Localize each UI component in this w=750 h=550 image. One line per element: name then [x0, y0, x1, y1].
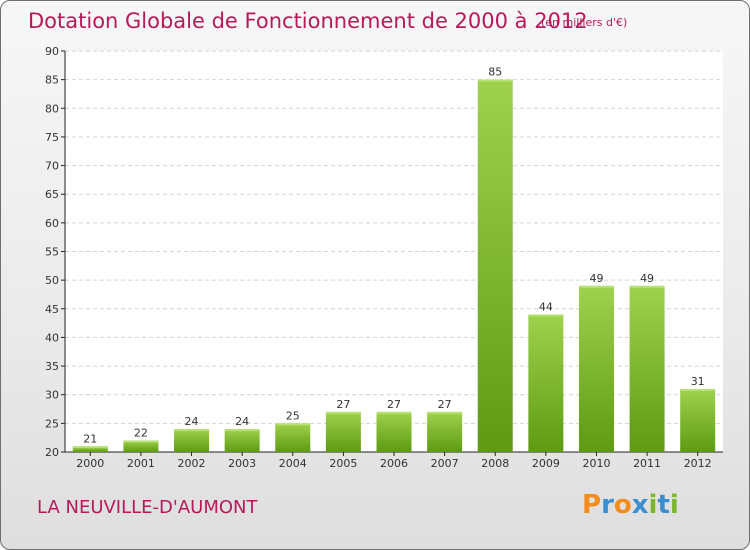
commune-name: LA NEUVILLE-D'AUMONT	[37, 497, 258, 518]
bar-highlight	[325, 411, 361, 414]
x-tick-label: 2006	[380, 457, 408, 470]
data-label: 27	[387, 398, 401, 411]
bar	[578, 285, 614, 452]
data-label: 27	[336, 398, 350, 411]
data-label: 44	[539, 301, 553, 314]
bar	[72, 446, 108, 452]
y-tick-label: 45	[45, 303, 59, 316]
bar	[629, 285, 665, 452]
bar-highlight	[629, 285, 665, 288]
data-label: 21	[83, 432, 97, 445]
x-tick-label: 2010	[582, 457, 610, 470]
data-label: 27	[438, 398, 452, 411]
y-tick-label: 85	[45, 74, 59, 87]
data-label: 24	[235, 415, 249, 428]
bar	[680, 388, 716, 452]
y-tick-label: 75	[45, 131, 59, 144]
x-tick-label: 2008	[481, 457, 509, 470]
y-tick-label: 35	[45, 360, 59, 373]
y-tick-label: 80	[45, 102, 59, 115]
bar	[376, 411, 412, 452]
bar-highlight	[275, 423, 311, 426]
bar	[528, 314, 564, 452]
bar	[174, 429, 210, 452]
y-tick-label: 55	[45, 246, 59, 259]
logo-letter: P	[582, 490, 602, 520]
bar-highlight	[376, 411, 412, 414]
data-label: 25	[286, 409, 300, 422]
x-tick-label: 2002	[178, 457, 206, 470]
bar-highlight	[224, 429, 260, 432]
bar-highlight	[528, 314, 564, 317]
x-tick-label: 2009	[532, 457, 560, 470]
logo-letter: r	[601, 490, 614, 520]
logo-letter: i	[669, 490, 679, 520]
y-tick-label: 65	[45, 188, 59, 201]
x-tick-label: 2005	[329, 457, 357, 470]
x-tick-label: 2000	[76, 457, 104, 470]
logo-letter: x	[631, 490, 649, 520]
data-label: 22	[134, 427, 148, 440]
x-tick-label: 2007	[431, 457, 459, 470]
data-label: 85	[488, 66, 502, 79]
bar-highlight	[72, 446, 108, 449]
y-tick-label: 25	[45, 417, 59, 430]
proxiti-logo[interactable]: Proxiti	[582, 490, 679, 520]
logo-letter: o	[613, 490, 632, 520]
data-label: 24	[185, 415, 199, 428]
bar	[427, 411, 463, 452]
bar	[224, 429, 260, 452]
bar-highlight	[477, 79, 513, 82]
bar-highlight	[578, 285, 614, 288]
data-label: 31	[691, 375, 705, 388]
bar-highlight	[174, 429, 210, 432]
x-tick-label: 2001	[127, 457, 155, 470]
y-tick-label: 60	[45, 217, 59, 230]
x-tick-label: 2011	[633, 457, 661, 470]
bar-highlight	[680, 388, 716, 391]
y-tick-label: 40	[45, 331, 59, 344]
data-label: 49	[589, 272, 603, 285]
bar	[123, 440, 159, 452]
bar	[325, 411, 361, 452]
bar	[275, 423, 311, 452]
bar-highlight	[427, 411, 463, 414]
x-tick-label: 2012	[684, 457, 712, 470]
chart-title: Dotation Globale de Fonctionnement de 20…	[28, 9, 588, 33]
logo-letter: i	[648, 490, 658, 520]
x-tick-label: 2003	[228, 457, 256, 470]
chart-subtitle: (en milliers d'€)	[541, 16, 628, 29]
y-tick-label: 30	[45, 389, 59, 402]
bar	[477, 79, 513, 453]
logo-letter: t	[657, 490, 670, 520]
bar-highlight	[123, 440, 159, 443]
x-tick-label: 2004	[279, 457, 307, 470]
y-tick-label: 70	[45, 160, 59, 173]
y-tick-label: 20	[45, 446, 59, 459]
y-tick-label: 90	[45, 45, 59, 58]
data-label: 49	[640, 272, 654, 285]
y-tick-label: 50	[45, 274, 59, 287]
